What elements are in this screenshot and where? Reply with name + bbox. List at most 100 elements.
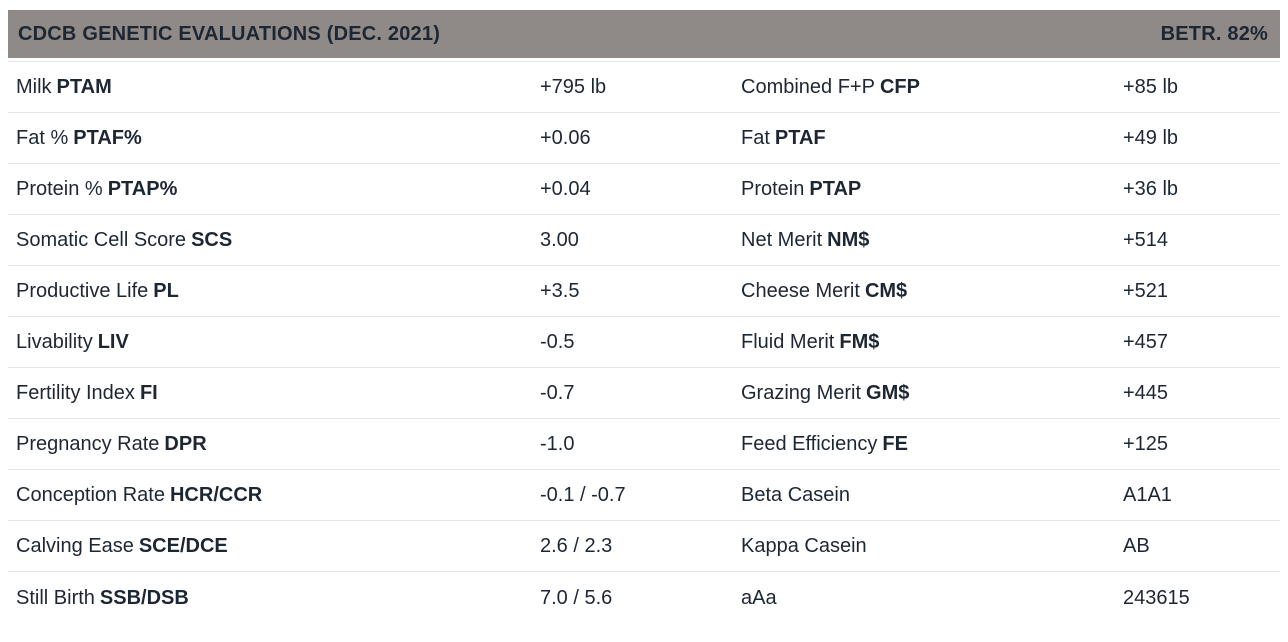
trait-abbr: PTAF%: [73, 128, 142, 148]
table-row: Somatic Cell Score SCS 3.00 Net Merit NM$ …: [8, 215, 1280, 266]
trait-name-right: Protein PTAP: [733, 179, 1115, 199]
trait-label: Pregnancy Rate: [16, 434, 160, 454]
trait-label: Fertility Index: [16, 383, 135, 403]
trait-label: Feed Efficiency: [741, 434, 878, 454]
trait-label: Productive Life: [16, 281, 149, 301]
trait-label: Kappa Casein: [741, 536, 867, 556]
section-title: CDCB GENETIC EVALUATIONS (DEC. 2021): [18, 22, 441, 45]
trait-name-right: Combined F+P CFP: [733, 77, 1115, 97]
trait-label: Combined F+P: [741, 77, 875, 97]
trait-value-right: 243615: [1123, 587, 1190, 608]
table-row: Conception Rate HCR/CCR -0.1 / -0.7 Beta …: [8, 470, 1280, 521]
trait-abbr: LIV: [97, 332, 129, 352]
trait-name-right: Cheese Merit CM$: [733, 281, 1115, 301]
trait-value-right: +49 lb: [1123, 128, 1179, 148]
table-row: Fat % PTAF% +0.06 Fat PTAF +49 lb: [8, 113, 1280, 164]
trait-abbr: PL: [153, 281, 179, 301]
trait-name-left: Fertility Index FI: [8, 383, 532, 403]
trait-label: Calving Ease: [16, 536, 134, 556]
trait-name-right: Fat PTAF: [733, 128, 1115, 148]
trait-name-right: Net Merit NM$: [733, 230, 1115, 250]
trait-label: aAa: [741, 587, 777, 608]
table-row: Protein % PTAP% +0.04 Protein PTAP +36 lb: [8, 164, 1280, 215]
trait-name-right: Fluid Merit FM$: [733, 332, 1115, 352]
trait-abbr: PTAP%: [107, 179, 178, 199]
trait-abbr: PTAP: [809, 179, 862, 199]
trait-abbr: CFP: [879, 77, 920, 97]
trait-value-right: +85 lb: [1123, 77, 1179, 97]
genetic-evaluations-panel: CDCB GENETIC EVALUATIONS (DEC. 2021) BET…: [8, 10, 1280, 623]
trait-name-left: Pregnancy Rate DPR: [8, 434, 532, 454]
table-row: Calving Ease SCE/DCE 2.6 / 2.3 Kappa Case…: [8, 521, 1280, 572]
trait-label: Fluid Merit: [741, 332, 835, 352]
table-row: Livability LIV -0.5 Fluid Merit FM$ +457: [8, 317, 1280, 368]
trait-value-right: A1A1: [1123, 485, 1172, 505]
trait-value-left: 7.0 / 5.6: [540, 587, 613, 608]
trait-value-left: -1.0: [540, 434, 575, 454]
trait-name-left: Livability LIV: [8, 332, 532, 352]
trait-name-right: aAa: [733, 588, 1115, 608]
trait-value-right: +125: [1123, 434, 1169, 454]
trait-label: Beta Casein: [741, 485, 850, 505]
trait-value-left: -0.5: [540, 332, 575, 352]
trait-label: Protein: [741, 179, 805, 199]
section-header: CDCB GENETIC EVALUATIONS (DEC. 2021) BET…: [8, 10, 1280, 58]
trait-abbr: CM$: [864, 281, 908, 301]
trait-name-left: Calving Ease SCE/DCE: [8, 536, 532, 556]
trait-name-right: Grazing Merit GM$: [733, 383, 1115, 403]
trait-value-right: +457: [1123, 332, 1169, 352]
trait-value-left: +3.5: [540, 281, 580, 301]
trait-abbr: FI: [139, 383, 158, 403]
trait-name-right: Feed Efficiency FE: [733, 434, 1115, 454]
trait-abbr: SCE/DCE: [138, 536, 228, 556]
trait-abbr: PTAM: [56, 77, 112, 97]
trait-abbr: HCR/CCR: [169, 485, 263, 505]
trait-value-right: +521: [1123, 281, 1169, 301]
trait-value-left: +795 lb: [540, 77, 607, 97]
trait-name-left: Milk PTAM: [8, 77, 532, 97]
table-row: Still Birth SSB/DSB 7.0 / 5.6 aAa 243615: [8, 572, 1280, 623]
trait-name-left: Conception Rate HCR/CCR: [8, 485, 532, 505]
trait-label: Still Birth: [16, 587, 95, 608]
trait-value-right: +514: [1123, 230, 1169, 250]
trait-abbr: GM$: [866, 383, 910, 403]
trait-value-left: -0.7: [540, 383, 575, 403]
reliability-badge: BETR. 82%: [1160, 22, 1268, 45]
trait-label: Somatic Cell Score: [16, 230, 187, 250]
table-row: Fertility Index FI -0.7 Grazing Merit GM$ …: [8, 368, 1280, 419]
table-row: Productive Life PL +3.5 Cheese Merit CM$ +…: [8, 266, 1280, 317]
trait-abbr: FM$: [839, 332, 880, 352]
trait-abbr: PTAF: [774, 128, 826, 148]
trait-name-left: Fat % PTAF%: [8, 128, 532, 148]
trait-value-left: 3.00: [540, 230, 579, 250]
trait-name-left: Somatic Cell Score SCS: [8, 230, 532, 250]
trait-label: Fat: [741, 128, 770, 148]
trait-label: Grazing Merit: [741, 383, 862, 403]
trait-abbr: DPR: [164, 434, 207, 454]
trait-label: Net Merit: [741, 230, 823, 250]
trait-name-left: Productive Life PL: [8, 281, 532, 301]
trait-abbr: SSB/DSB: [99, 587, 189, 608]
trait-value-right: +445: [1123, 383, 1169, 403]
trait-value-right: AB: [1123, 536, 1150, 556]
trait-label: Cheese Merit: [741, 281, 860, 301]
trait-abbr: FE: [882, 434, 908, 454]
table-row: Milk PTAM +795 lb Combined F+P CFP +85 lb: [8, 62, 1280, 113]
trait-abbr: SCS: [191, 230, 233, 250]
trait-value-left: +0.06: [540, 128, 591, 148]
trait-value-left: 2.6 / 2.3: [540, 536, 613, 556]
trait-label: Livability: [16, 332, 93, 352]
trait-value-left: -0.1 / -0.7: [540, 485, 626, 505]
trait-name-left: Protein % PTAP%: [8, 179, 532, 199]
traits-table: Milk PTAM +795 lb Combined F+P CFP +85 lb …: [8, 61, 1280, 623]
trait-label: Conception Rate: [16, 485, 165, 505]
trait-value-left: +0.04: [540, 179, 591, 199]
trait-label: Fat %: [16, 128, 69, 148]
trait-name-right: Kappa Casein: [733, 536, 1115, 556]
trait-abbr: NM$: [827, 230, 870, 250]
trait-value-right: +36 lb: [1123, 179, 1179, 199]
trait-label: Protein %: [16, 179, 103, 199]
trait-label: Milk: [16, 77, 52, 97]
trait-name-right: Beta Casein: [733, 485, 1115, 505]
trait-name-left: Still Birth SSB/DSB: [8, 588, 532, 608]
